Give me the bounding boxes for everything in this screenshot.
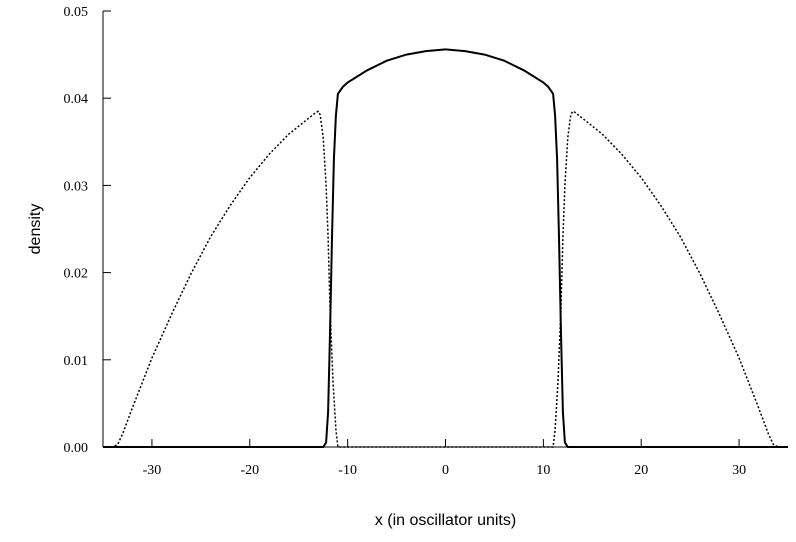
y-tick-label: 0.01 <box>64 354 89 369</box>
y-tick-label: 0.00 <box>64 441 89 456</box>
y-axis-title: density <box>27 204 44 255</box>
x-tick-label: 30 <box>732 463 746 478</box>
x-tick-label: -10 <box>338 463 357 478</box>
series-layer <box>103 48 788 448</box>
y-tick-label: 0.04 <box>64 92 89 107</box>
x-tick-label: 0 <box>442 463 449 478</box>
dotted-density-curve <box>103 110 788 448</box>
x-tick-label: -20 <box>240 463 259 478</box>
x-tick-label: 20 <box>634 463 648 478</box>
solid-density-curve <box>103 48 788 448</box>
x-tick-label: 10 <box>536 463 550 478</box>
y-tick-label: 0.05 <box>64 5 89 20</box>
y-tick-label: 0.03 <box>64 179 89 194</box>
y-tick-label: 0.02 <box>64 267 89 282</box>
x-axis-title: x (in oscillator units) <box>375 512 516 529</box>
plot-area: -30 -20 -10 0 10 20 30 0.000.010.020.030.040.0… <box>64 5 788 478</box>
x-ticks: -30 -20 -10 0 10 20 30 <box>143 439 746 478</box>
y-ticks: 0.00 0.01 0.02 0.03 0.04 0.05 <box>64 5 111 456</box>
x-tick-label: -30 <box>143 463 162 478</box>
